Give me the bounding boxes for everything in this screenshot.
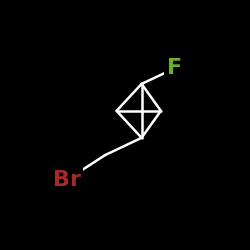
Text: F: F: [167, 58, 182, 78]
Text: Br: Br: [52, 170, 80, 190]
